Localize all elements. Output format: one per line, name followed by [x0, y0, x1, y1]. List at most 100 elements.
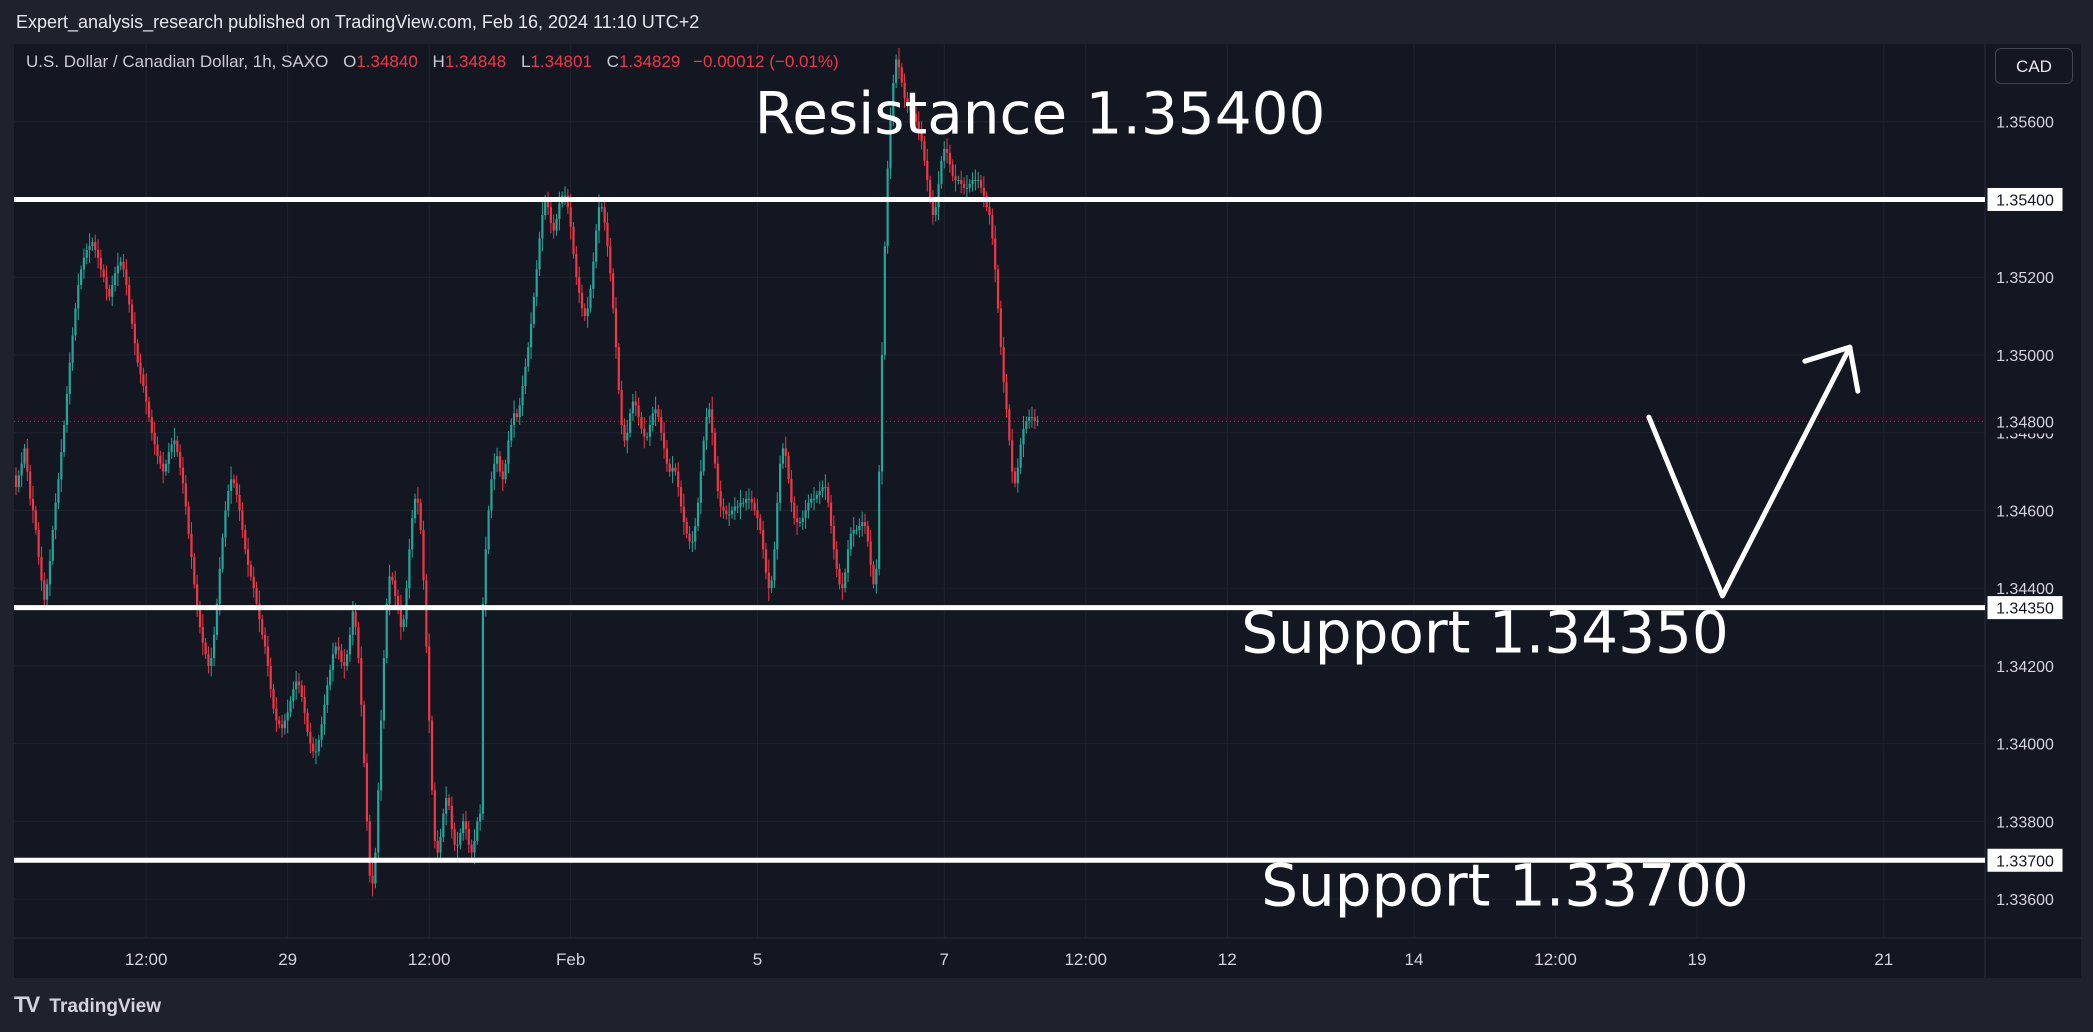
candle-body — [416, 498, 419, 503]
candle-body — [546, 199, 550, 208]
published-header: Expert_analysis_research published on Tr… — [16, 12, 700, 32]
candle-body — [589, 288, 592, 309]
candle-body — [711, 409, 714, 433]
projection-path — [1646, 344, 1853, 599]
candle-body — [889, 117, 892, 169]
candle-body — [957, 180, 960, 182]
candle-body — [719, 491, 722, 507]
candle-body — [612, 273, 615, 309]
candle-body — [739, 502, 742, 507]
candle-body — [450, 805, 453, 830]
candle-body — [912, 110, 915, 114]
candle-body — [682, 506, 685, 523]
candle-body — [943, 148, 946, 161]
currency-button[interactable]: CAD — [1995, 48, 2073, 84]
candle-body — [17, 475, 20, 488]
candle-body — [125, 269, 128, 285]
candle-body — [563, 195, 567, 197]
tradingview-logo[interactable]: TV TradingView — [14, 985, 161, 1025]
price-axis-tick: 1.34400 — [1996, 581, 2054, 598]
candle-body — [580, 292, 584, 309]
candle-body — [382, 658, 385, 721]
candle-body — [920, 129, 923, 142]
candle-body — [309, 731, 312, 744]
time-axis-tick: 5 — [753, 950, 762, 969]
candle-body — [255, 588, 258, 604]
candle-body — [917, 121, 920, 130]
candle-body — [883, 246, 886, 355]
candle-body — [750, 498, 753, 503]
candle-body — [266, 646, 269, 666]
candle-body — [159, 456, 162, 464]
candle-body — [29, 471, 32, 499]
candle-body — [999, 308, 1002, 348]
candle-body — [549, 207, 552, 223]
candle-body — [343, 662, 346, 666]
candle-body — [204, 642, 207, 655]
candle-body — [462, 821, 465, 834]
candle-body — [968, 183, 971, 188]
candle-body — [841, 584, 844, 589]
candle-body — [504, 463, 507, 480]
candle-body — [227, 491, 230, 511]
candle-body — [79, 269, 83, 285]
candle-body — [238, 494, 241, 511]
candle-body — [696, 502, 700, 526]
candle-body — [71, 335, 74, 363]
candle-body — [629, 413, 632, 433]
candle-body — [660, 417, 663, 433]
candle-body — [849, 533, 852, 550]
candle-body — [246, 549, 250, 565]
candle-body — [770, 580, 773, 589]
candle-body — [844, 572, 847, 589]
candle-body — [832, 525, 835, 550]
candle-body — [510, 424, 513, 441]
candle-body — [68, 362, 71, 394]
candle-body — [518, 405, 521, 418]
candle-body — [60, 452, 63, 480]
candle-body — [113, 273, 117, 285]
candle-body — [730, 510, 734, 515]
candle-body — [413, 498, 417, 519]
candle-body — [977, 180, 980, 182]
projection-arrowhead — [1802, 344, 1861, 394]
candle-body — [713, 432, 717, 464]
candle-body — [14, 475, 18, 488]
candle-body — [897, 59, 901, 68]
candle-body — [895, 59, 898, 83]
candle-body — [651, 413, 654, 425]
candle-body — [102, 269, 105, 278]
candle-body — [954, 176, 957, 181]
candle-body — [597, 207, 601, 231]
candle-body — [173, 440, 176, 445]
candle-body — [742, 502, 745, 504]
candle-body — [221, 537, 224, 569]
candle-body — [464, 821, 468, 830]
candle-body — [374, 852, 377, 884]
candle-body — [433, 790, 436, 841]
candle-body — [487, 510, 490, 550]
candle-body — [996, 269, 1000, 309]
candle-body — [323, 704, 326, 725]
candle-body — [445, 798, 448, 814]
candle-body — [391, 576, 394, 581]
candle-body — [759, 518, 762, 530]
candle-body — [914, 113, 918, 122]
candle-body — [764, 549, 768, 573]
candle-body — [578, 277, 581, 293]
candle-body — [620, 389, 623, 425]
price-axis-tick: 1.34800 — [1996, 414, 2054, 431]
time-axis-tick: 12:00 — [408, 950, 451, 969]
price-axis-tick: 1.33600 — [1996, 892, 2054, 909]
candle-body — [617, 347, 620, 390]
price-axis-tick: 1.35000 — [1996, 348, 2054, 365]
time-axis-tick: 12 — [1218, 950, 1237, 969]
low-value: 1.34801 — [530, 52, 592, 71]
candle-body — [473, 840, 476, 853]
time-axis-tick: 19 — [1688, 950, 1707, 969]
candle-body — [484, 549, 487, 604]
candle-body — [818, 491, 821, 495]
candle-body — [422, 529, 425, 581]
high-label: H — [432, 52, 445, 71]
